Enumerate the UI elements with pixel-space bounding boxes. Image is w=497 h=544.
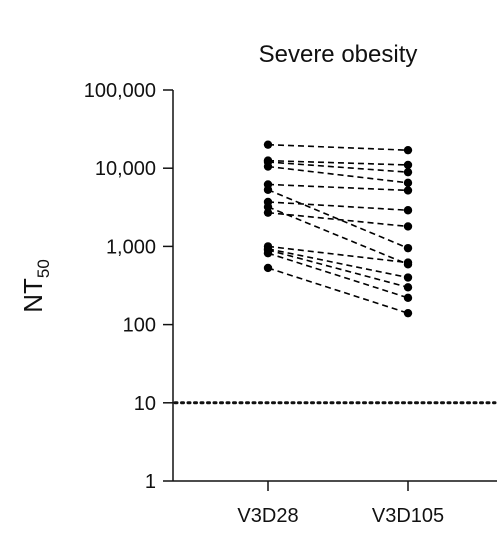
series-line (267, 267, 409, 314)
data-point (263, 208, 273, 217)
data-point (403, 243, 413, 253)
data-point (403, 293, 413, 303)
data-point (403, 145, 413, 155)
series-line (267, 206, 409, 266)
series-pair (263, 248, 413, 303)
data-point (263, 140, 273, 149)
data-point (263, 185, 273, 194)
data-point (403, 273, 413, 282)
x-tick-label: V3D105 (372, 505, 444, 527)
series-pair (263, 197, 413, 215)
data-point (263, 248, 273, 258)
series-pair (263, 180, 413, 195)
y-tick-label: 1 (145, 471, 156, 493)
series-line (267, 248, 409, 279)
series-line (267, 249, 409, 289)
data-point (263, 202, 273, 212)
data-point (403, 178, 413, 188)
series-pair (263, 162, 413, 188)
y-axis-label: NT50 (18, 259, 53, 313)
series-pair (263, 208, 413, 231)
series-line (267, 183, 409, 192)
y-axis-label-main: NT (18, 278, 48, 313)
series-line (267, 143, 409, 151)
data-point (403, 186, 413, 195)
x-tick-label: V3D28 (237, 505, 298, 527)
y-tick-label: 100 (123, 315, 156, 337)
series-pair (263, 263, 413, 318)
y-tick-label: 100,000 (84, 80, 156, 102)
data-point (403, 206, 413, 215)
series-line (267, 201, 409, 212)
data-point (403, 160, 413, 170)
x-ticks: V3D28 V3D105 (237, 481, 444, 527)
y-tick-label: 1,000 (106, 236, 156, 258)
series-line (267, 211, 409, 228)
data-point (403, 167, 413, 177)
data-point (263, 162, 273, 171)
y-ticks: 1 10 100 1,000 10,000 100,000 (84, 80, 173, 493)
series-line (267, 252, 409, 299)
series-line (267, 159, 409, 166)
series-line (267, 165, 409, 184)
series-line (267, 161, 409, 173)
series-pair (263, 245, 413, 292)
data-point (403, 222, 413, 231)
y-axis-label-subscript: 50 (34, 259, 53, 278)
series-group (263, 140, 413, 318)
chart-title: Severe obesity (259, 41, 418, 68)
series-pair (263, 202, 413, 269)
y-tick-label: 10,000 (95, 158, 156, 180)
data-point (403, 308, 413, 318)
series-pair (263, 140, 413, 155)
data-point (403, 283, 413, 292)
data-point (403, 258, 413, 267)
data-point (263, 263, 273, 273)
y-tick-label: 10 (134, 393, 156, 415)
series-line (267, 245, 409, 264)
series-pair (263, 157, 413, 177)
